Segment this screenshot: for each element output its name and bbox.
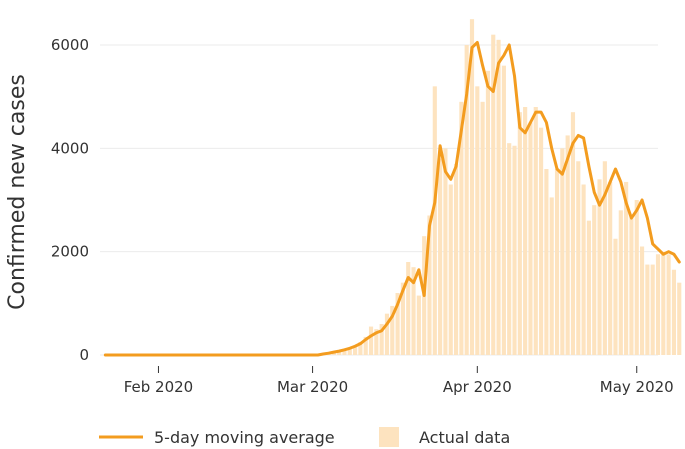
bar (618, 210, 623, 355)
bar (411, 267, 416, 355)
bar (379, 324, 384, 355)
bar (624, 181, 629, 355)
bar (438, 158, 443, 355)
bar (496, 39, 501, 355)
bar (645, 264, 650, 355)
bar (539, 127, 544, 356)
bar (363, 336, 368, 355)
legend: 5-day moving average Actual data (99, 427, 510, 447)
bar (629, 215, 634, 355)
bar (416, 295, 421, 355)
bar (576, 161, 581, 355)
bar (342, 350, 347, 355)
bar (501, 65, 506, 356)
bar (570, 112, 576, 356)
gridlines (100, 44, 658, 356)
bar (597, 179, 602, 355)
bar (528, 122, 533, 355)
bar (666, 254, 671, 355)
x-axis-ticks: Feb 2020 Mar 2020 Apr 2020 May 2020 (124, 366, 674, 396)
bar (512, 145, 517, 355)
y-tick-label: 2000 (51, 243, 89, 261)
bar (671, 269, 677, 355)
bar (565, 135, 570, 355)
bar (395, 293, 400, 355)
bar (677, 282, 682, 355)
bar (464, 45, 469, 355)
bar (459, 101, 464, 355)
bar (650, 264, 655, 355)
bar (549, 197, 554, 355)
bar (602, 161, 607, 355)
bar (613, 238, 618, 355)
bar (400, 282, 405, 355)
x-tick-label: May 2020 (600, 378, 674, 396)
legend-bar-label: Actual data (419, 428, 510, 447)
bar (608, 181, 613, 355)
bar (523, 107, 528, 355)
moving-average-line (103, 40, 681, 357)
bar (507, 143, 512, 355)
bar (560, 148, 565, 355)
bar (337, 351, 342, 355)
bar (485, 70, 491, 355)
bar (427, 215, 432, 355)
y-axis-ticks: 0 2000 4000 6000 (51, 36, 89, 364)
bar (592, 205, 597, 355)
line-series (103, 40, 681, 357)
bar (453, 163, 459, 355)
x-tick-label: Apr 2020 (443, 378, 512, 396)
bar (491, 34, 496, 356)
legend-bar-swatch (379, 427, 399, 447)
bar (347, 348, 352, 355)
y-tick-label: 6000 (51, 36, 89, 54)
bar (655, 254, 661, 355)
bar (517, 112, 522, 356)
bar (634, 200, 639, 355)
bar-series (321, 19, 682, 356)
legend-line-label: 5-day moving average (154, 428, 335, 447)
bar (639, 246, 645, 355)
bar (475, 86, 480, 355)
bar (390, 305, 395, 355)
y-tick-label: 4000 (51, 139, 89, 157)
bar (448, 184, 453, 355)
x-tick-label: Feb 2020 (124, 378, 194, 396)
bar (368, 326, 374, 355)
y-axis-label: Confirmed new cases (5, 74, 30, 310)
bar (384, 313, 390, 355)
bar (469, 19, 475, 356)
bar (358, 342, 363, 355)
bar (661, 251, 666, 355)
bar (331, 352, 336, 355)
bar (480, 101, 485, 355)
bar (586, 220, 591, 355)
bar (443, 148, 448, 355)
bar (432, 86, 437, 355)
bar (533, 107, 538, 355)
bar (406, 262, 411, 355)
x-tick-label: Mar 2020 (277, 378, 348, 396)
bar (374, 329, 379, 355)
y-tick-label: 0 (79, 346, 89, 364)
bar (544, 169, 549, 355)
bar (554, 169, 560, 355)
bar (581, 184, 586, 355)
bar (353, 347, 358, 355)
